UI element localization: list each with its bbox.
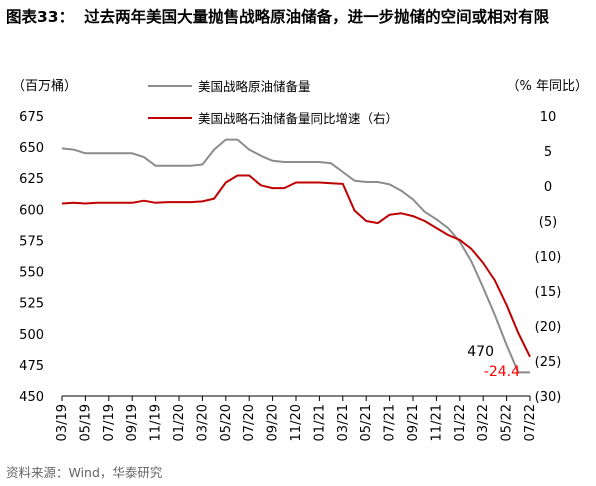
x-tick-label: 03/19 bbox=[55, 404, 70, 441]
x-tick-label: 05/19 bbox=[78, 404, 93, 441]
series-line-yoy bbox=[61, 174, 531, 358]
right-tick-label: 0 bbox=[544, 180, 552, 195]
left-tick-label: 575 bbox=[19, 234, 44, 249]
legend: 美国战略原油储备量 美国战略石油储备量同比增速（右） bbox=[148, 79, 398, 126]
left-tick-label: 525 bbox=[19, 297, 44, 312]
left-tick-label: 675 bbox=[19, 110, 44, 125]
x-tick-label: 07/22 bbox=[523, 404, 538, 441]
right-tick-label: (15) bbox=[535, 285, 562, 300]
left-tick-label: 550 bbox=[19, 266, 44, 281]
legend-label-yoy: 美国战略石油储备量同比增速（右） bbox=[198, 111, 398, 126]
right-tick-label: (10) bbox=[535, 250, 562, 265]
source-note: 资料来源：Wind，华泰研究 bbox=[6, 465, 163, 480]
right-tick-label: (30) bbox=[535, 390, 562, 405]
x-tick-label: 01/20 bbox=[172, 404, 187, 441]
x-tick-label: 01/21 bbox=[312, 404, 327, 441]
x-tick-label: 01/22 bbox=[453, 404, 468, 441]
left-tick-label: 500 bbox=[19, 328, 44, 343]
right-tick-label: (20) bbox=[535, 320, 562, 335]
x-tick-label: 07/19 bbox=[102, 404, 117, 441]
annotation-last-yoy: -24.4 bbox=[484, 364, 520, 380]
right-tick-label: (5) bbox=[539, 215, 557, 230]
series-lines bbox=[61, 138, 531, 374]
x-tick-label: 05/21 bbox=[359, 404, 374, 441]
x-tick-label: 03/21 bbox=[336, 404, 351, 441]
x-tick-label: 03/20 bbox=[195, 404, 210, 441]
figure-title-text: 过去两年美国大量抛售战略原油储备，进一步抛储的空间或相对有限 bbox=[84, 8, 550, 26]
left-tick-label: 450 bbox=[19, 390, 44, 405]
x-tick-label: 09/21 bbox=[406, 404, 421, 441]
x-tick-label: 05/20 bbox=[219, 404, 234, 441]
x-tick-label: 07/21 bbox=[383, 404, 398, 441]
left-tick-label: 625 bbox=[19, 172, 44, 187]
x-tick-label: 11/19 bbox=[149, 404, 164, 441]
x-tick-label: 05/22 bbox=[500, 404, 515, 441]
left-tick-label: 600 bbox=[19, 203, 44, 218]
right-tick-label: 10 bbox=[540, 110, 557, 125]
figure-label: 图表33： bbox=[6, 8, 75, 26]
left-axis-unit: （百万桶） bbox=[12, 79, 78, 94]
annotations: 470 -24.4 bbox=[467, 344, 520, 380]
axes: 450 475 500 525 550 575 600 625 650 675 10 5 0 (5) (10… bbox=[19, 110, 561, 441]
legend-label-reserve: 美国战略原油储备量 bbox=[198, 79, 311, 94]
x-tick-label: 11/20 bbox=[289, 404, 304, 441]
x-tick-label: 09/20 bbox=[266, 404, 281, 441]
x-tick-label: 11/21 bbox=[429, 404, 444, 441]
series-line-reserve bbox=[61, 138, 530, 374]
right-axis-unit: （% 年同比） bbox=[506, 79, 589, 94]
right-tick-label: 5 bbox=[544, 145, 552, 160]
right-tick-label: (25) bbox=[535, 355, 562, 370]
left-tick-label: 475 bbox=[19, 359, 44, 374]
annotation-last-reserve: 470 bbox=[467, 344, 494, 360]
left-tick-label: 650 bbox=[19, 141, 44, 156]
x-tick-label: 09/19 bbox=[125, 404, 140, 441]
chart-title: 图表33： 过去两年美国大量抛售战略原油储备，进一步抛储的空间或相对有限 bbox=[6, 4, 590, 30]
x-tick-label: 07/20 bbox=[242, 404, 257, 441]
x-tick-label: 03/22 bbox=[476, 404, 491, 441]
